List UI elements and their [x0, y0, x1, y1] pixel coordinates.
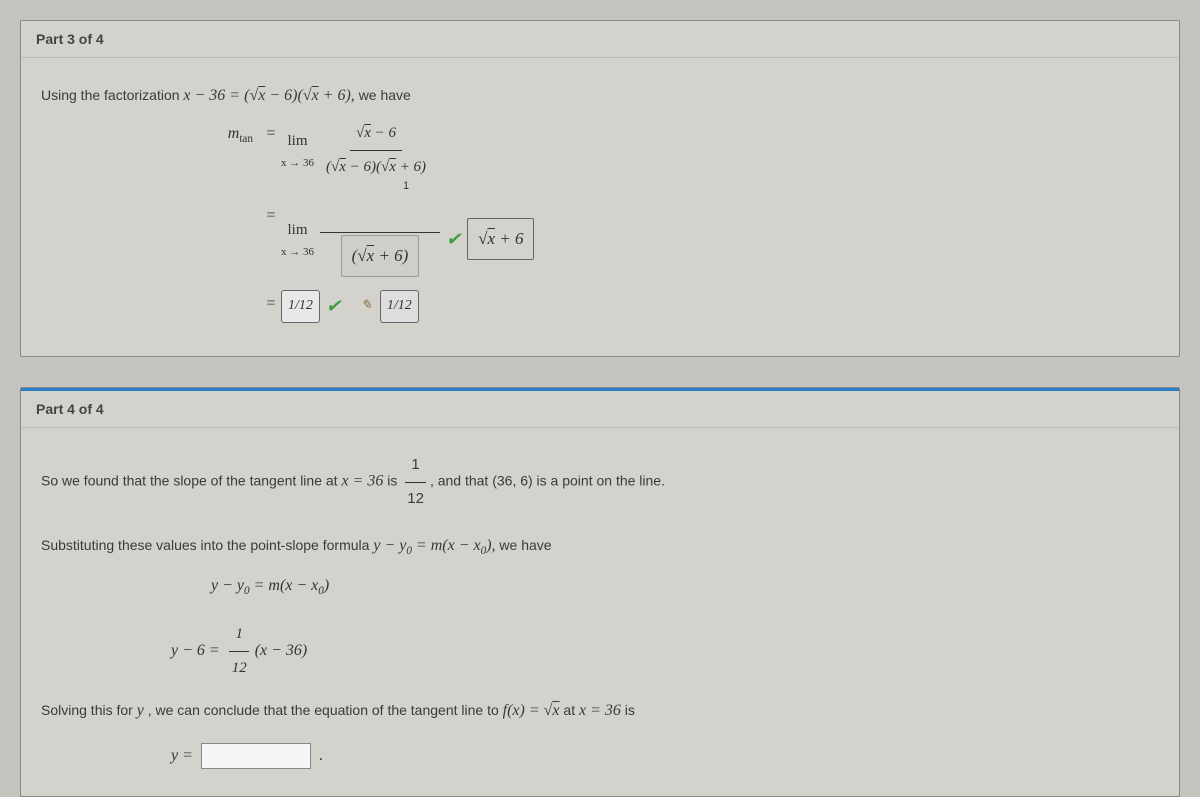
check-icon-2: ✔	[326, 289, 341, 323]
mtan-label: mtan	[181, 119, 261, 150]
answer-1-12[interactable]: 1/12	[281, 290, 320, 323]
math-row-1: mtan = lim x → 36 √x − 6 (√x − 6)(√x + 6…	[181, 119, 1159, 181]
y-equals-label: y =	[171, 747, 193, 764]
point-slope: y − y0 = m(x − x0),	[373, 537, 495, 554]
part3-intro: Using the factorization x − 36 = (√x − 6…	[41, 81, 1159, 111]
tutorial-1-12: 1/12	[380, 290, 419, 323]
part-4-panel: Part 4 of 4 So we found that the slope o…	[20, 387, 1180, 797]
frac-1: √x − 6 (√x − 6)(√x + 6)	[320, 119, 432, 181]
rhs-3: 1/12 ✔ ✎ 1/12	[281, 289, 419, 323]
part-4-header: Part 4 of 4	[21, 388, 1179, 428]
frac-sub: 1 12	[226, 620, 253, 682]
intro-prefix: Using the factorization	[41, 87, 183, 103]
part4-line2: Substituting these values into the point…	[41, 531, 1159, 562]
intro-suffix: we have	[359, 87, 411, 103]
intro-math: x − 36 = (√x − 6)(√x + 6),	[183, 87, 354, 104]
tutorial-hint[interactable]: ✎ 1/12	[361, 290, 419, 323]
rhs-2: lim x → 36 (√x + 6) ✔ √x + 6	[281, 201, 534, 277]
pencil-icon: ✎	[361, 297, 372, 312]
part4-line3: Solving this for y , we can conclude tha…	[41, 696, 1159, 726]
eq-substituted: y − 6 = 1 12 (x − 36)	[171, 620, 1159, 682]
x36-2: x = 36	[579, 702, 621, 719]
math-row-3: = 1/12 ✔ ✎ 1/12	[181, 289, 1159, 323]
fx: f(x) = √x	[503, 702, 560, 719]
equals-3: =	[261, 289, 281, 319]
part-4-body: So we found that the slope of the tangen…	[21, 428, 1179, 796]
reference-answer-1: √x + 6	[467, 218, 534, 260]
eq-point-slope: y − y0 = m(x − x0)	[211, 571, 1159, 602]
rhs-1: lim x → 36 √x − 6 (√x − 6)(√x + 6)	[281, 119, 432, 181]
part-3-panel: Part 3 of 4 Using the factorization x − …	[20, 20, 1180, 357]
lim-1: lim x → 36	[281, 127, 314, 173]
answer-input[interactable]	[201, 743, 311, 769]
math-row-2: = lim x → 36 (√x + 6) ✔ √x + 6	[181, 201, 1159, 277]
part-3-header: Part 3 of 4	[21, 21, 1179, 58]
part-3-body: Using the factorization x − 36 = (√x − 6…	[21, 58, 1179, 356]
part4-line1: So we found that the slope of the tangen…	[41, 451, 1159, 513]
frac-1-12: 1 12	[401, 451, 430, 513]
equals-1: =	[261, 119, 281, 149]
equals-2: =	[261, 201, 281, 231]
lim-2: lim x → 36	[281, 216, 314, 262]
frac-2: (√x + 6)	[320, 201, 440, 277]
check-icon-1: ✔	[446, 222, 461, 256]
final-answer-row: y = .	[171, 741, 1159, 771]
numerator-one: 1	[403, 180, 409, 192]
x36: x = 36	[341, 473, 383, 490]
answer-denom[interactable]: (√x + 6)	[341, 235, 420, 277]
